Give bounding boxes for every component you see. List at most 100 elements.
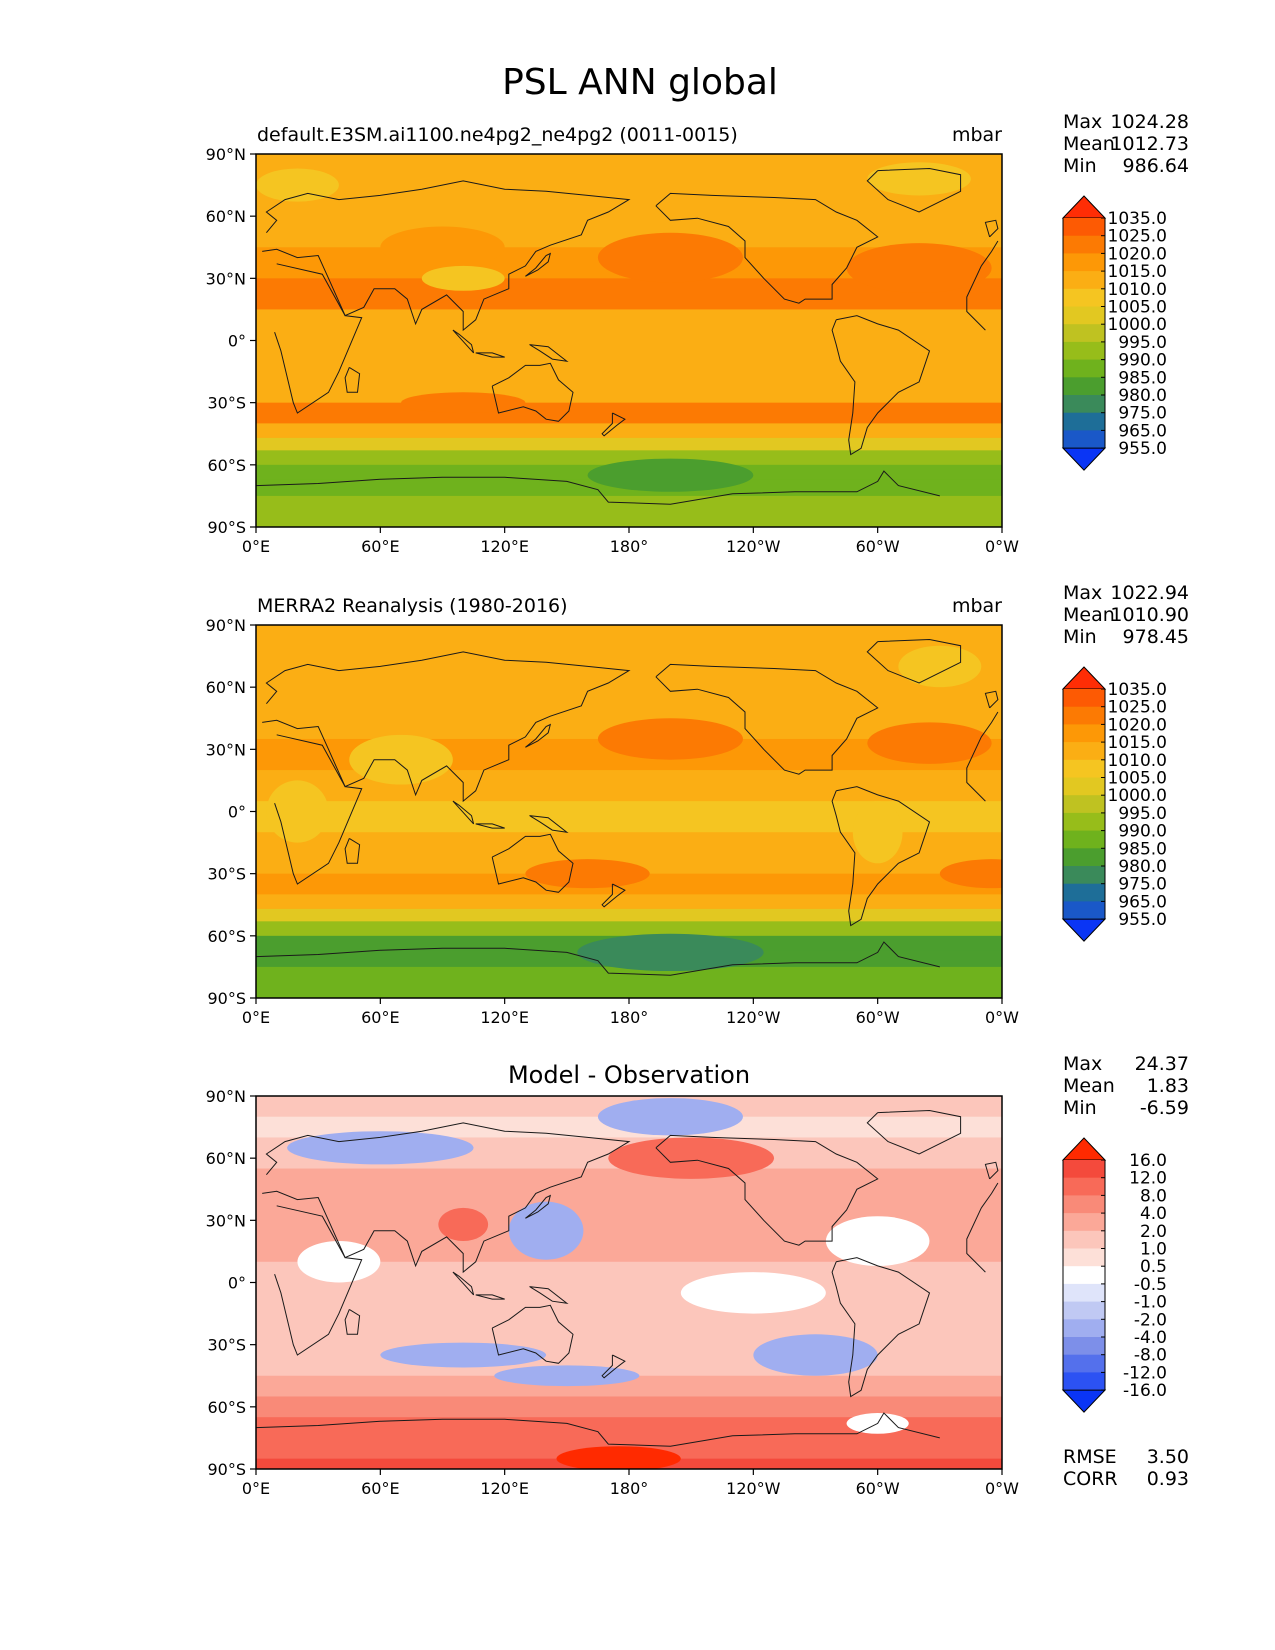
colorbar-level-label: 965.0	[1118, 892, 1167, 912]
field-band	[256, 1417, 1002, 1439]
colorbar-level-label: 975.0	[1118, 404, 1167, 424]
panel-title: default.E3SM.ai1100.ne4pg2_ne4pg2 (0011-…	[257, 124, 738, 146]
x-tick-label: 180°	[610, 1479, 649, 1498]
colorbar-level-label: 1015.0	[1108, 262, 1167, 282]
coastline	[475, 1294, 505, 1300]
coastline	[529, 815, 569, 833]
field-feature	[401, 392, 526, 414]
y-axis: 90°N 60°N 30°N 0° 30°S 60°S 90°S	[206, 616, 256, 1008]
coastline	[274, 1205, 986, 1356]
field-feature	[587, 458, 754, 492]
x-tick-label: 180°	[610, 1008, 649, 1027]
coastlines	[256, 1109, 999, 1447]
x-tick-label: 120°W	[726, 1008, 781, 1027]
coastline	[831, 1257, 931, 1398]
field-band	[256, 1375, 1002, 1398]
y-tick-label: 30°S	[207, 865, 246, 884]
field-feature	[287, 1131, 474, 1165]
coastline	[866, 638, 962, 684]
stat-value: 1024.28	[1110, 111, 1189, 133]
y-tick-label: 90°S	[207, 518, 246, 537]
y-tick-label: 90°N	[206, 145, 246, 164]
stat-value: -6.59	[1140, 1097, 1189, 1119]
field-band	[256, 921, 1002, 937]
colorbar-level-label: 1010.0	[1108, 280, 1167, 300]
colorbar-level-label: 985.0	[1118, 368, 1167, 388]
colorbar-segment	[1063, 395, 1105, 414]
colorbar-min-arrow	[1061, 1389, 1107, 1413]
field-band	[256, 894, 1002, 910]
coastline	[655, 1134, 879, 1246]
coastline	[491, 833, 574, 893]
x-tick-label: 0°E	[242, 1008, 270, 1027]
stat-label: Min	[1063, 1097, 1097, 1119]
x-axis: 0°E 60°E 120°E 180° 120°W 60°W 0°W	[242, 1469, 1019, 1498]
colorbar-level-label: -8.0	[1134, 1346, 1167, 1366]
colorbar-level-label: -0.5	[1134, 1275, 1167, 1295]
colorbar-level-label: -16.0	[1123, 1381, 1167, 1401]
x-tick-label: 60°E	[361, 1479, 399, 1498]
field-feature	[608, 1137, 775, 1179]
colorbar-level-label: 965.0	[1118, 421, 1167, 441]
coastlines	[256, 167, 999, 505]
field-feature	[846, 243, 992, 293]
field-feature	[349, 734, 453, 785]
y-tick-label: 90°N	[206, 616, 246, 635]
coastline	[344, 837, 361, 864]
field-feature	[867, 722, 992, 764]
field-band	[256, 495, 1002, 527]
field-band	[256, 371, 1002, 404]
coastline	[984, 690, 999, 709]
coastline	[601, 883, 626, 908]
stat-label: Min	[1063, 626, 1097, 648]
colorbar-segment	[1063, 341, 1105, 360]
colorbar-segment	[1063, 1248, 1105, 1267]
stat-value: 1010.90	[1110, 604, 1189, 626]
colorbar-level-label: 980.0	[1118, 857, 1167, 877]
x-tick-label: 0°E	[242, 1479, 270, 1498]
coastline	[831, 315, 931, 456]
field-band	[256, 402, 1002, 424]
field-band	[256, 1282, 1002, 1315]
y-tick-label: 0°	[228, 803, 246, 822]
colorbar-outline	[1062, 689, 1106, 920]
coastline	[262, 180, 999, 332]
x-tick-label: 0°W	[985, 537, 1019, 556]
coastline	[344, 366, 361, 393]
colorbar-max-arrow	[1061, 195, 1107, 219]
colorbar-level-label: 955.0	[1118, 439, 1167, 459]
colorbar-segment	[1063, 883, 1105, 902]
coastline	[601, 1354, 626, 1379]
colorbar-segment	[1063, 430, 1105, 449]
panel-test: default.E3SM.ai1100.ne4pg2_ne4pg2 (0011-…	[206, 111, 1189, 556]
colorbar-level-label: 1020.0	[1108, 244, 1167, 264]
colorbar-level-label: 12.0	[1129, 1169, 1167, 1189]
colorbar-segment	[1063, 1160, 1105, 1179]
stat-label: Min	[1063, 155, 1097, 177]
field-band	[256, 423, 1002, 439]
stat-label: Mean	[1063, 133, 1115, 155]
y-tick-label: 90°S	[207, 989, 246, 1008]
x-tick-label: 0°E	[242, 537, 270, 556]
coastline	[256, 941, 940, 976]
field-feature	[939, 859, 1002, 889]
colorbar-segment	[1063, 1213, 1105, 1232]
colorbar-level-label: 0.5	[1140, 1257, 1167, 1277]
x-tick-label: 60°W	[856, 537, 900, 556]
field-band	[256, 1396, 1002, 1418]
field-feature	[597, 232, 743, 283]
y-tick-label: 90°N	[206, 1087, 246, 1106]
field-feature	[753, 1334, 878, 1376]
field-feature	[494, 1365, 640, 1387]
field-feature	[266, 780, 329, 843]
coastline	[984, 219, 999, 238]
x-tick-label: 120°E	[480, 1479, 529, 1498]
coastline	[831, 786, 931, 927]
coastline	[491, 1304, 574, 1364]
y-tick-label: 30°N	[206, 269, 246, 288]
coastline	[452, 329, 475, 354]
panel-title: MERRA2 Reanalysis (1980-2016)	[257, 595, 568, 617]
panel-units: mbar	[952, 124, 1002, 146]
stat-label: Mean	[1063, 1075, 1115, 1097]
